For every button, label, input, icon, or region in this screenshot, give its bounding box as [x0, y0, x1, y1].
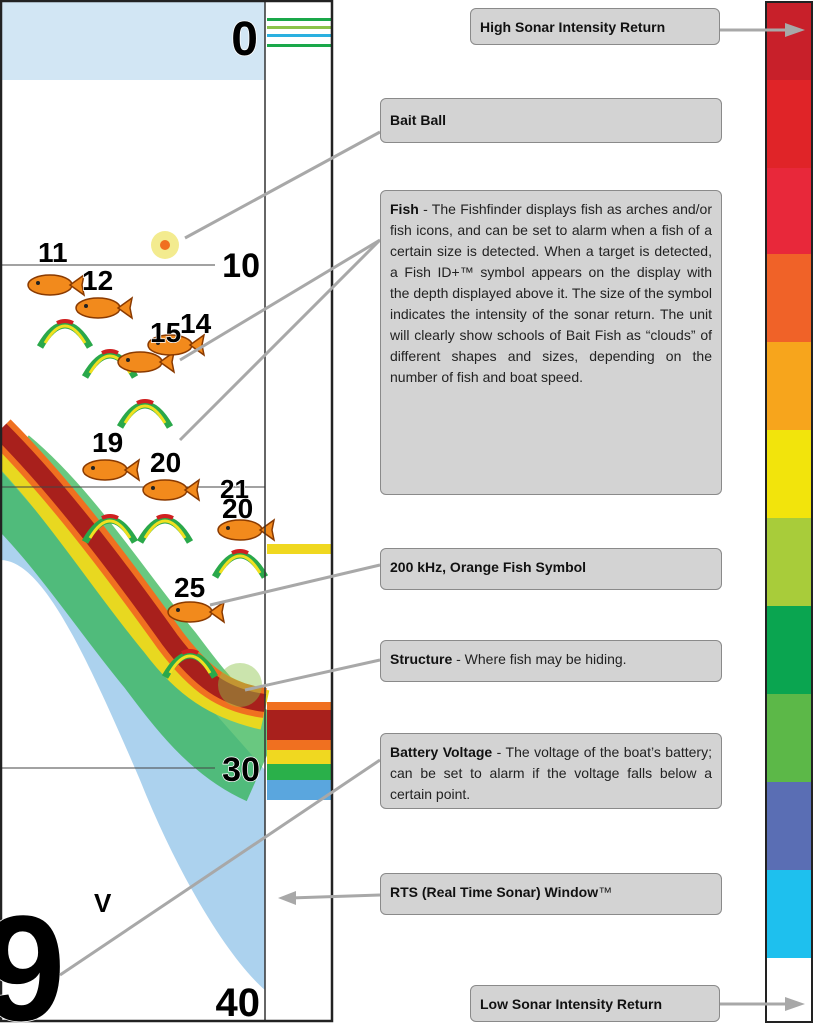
callout-title: Fish [390, 201, 419, 217]
depth-label: 40 [216, 981, 261, 1025]
callout: Low Sonar Intensity Return [470, 985, 720, 1022]
callout: Battery Voltage - The voltage of the boa… [380, 733, 722, 809]
fish-label: 14 [180, 308, 212, 339]
callout-title: Battery Voltage [390, 744, 493, 760]
callout-title: Structure [390, 651, 453, 667]
callout-text: - The Fishfinder displays fish as arches… [390, 201, 712, 385]
callout: Fish - The Fishfinder displays fish as a… [380, 190, 722, 495]
battery-value: 9 [0, 884, 65, 1026]
sonar-screen: 0 10 30 40 11 12 15 14 19 20 21 20 25 9 … [0, 0, 334, 1026]
fish-label: 20 [150, 447, 181, 478]
callout: Bait Ball [380, 98, 722, 143]
callout: Structure - Where fish may be hiding. [380, 640, 722, 682]
fish-label: 15 [150, 317, 181, 348]
callout: RTS (Real Time Sonar) Window™ [380, 873, 722, 915]
fish-label: 20 [222, 493, 253, 524]
callout-text: ™ [598, 884, 613, 900]
callout-text: - The voltage of the boat’s battery; can… [390, 744, 712, 802]
battery-unit: V [94, 888, 112, 918]
callout-title: Low Sonar Intensity Return [480, 996, 663, 1012]
fish-label: 11 [38, 237, 68, 268]
callout-text: - Where fish may be hiding. [452, 651, 627, 667]
depth-label: 0 [231, 13, 258, 66]
callout-title: Bait Ball [390, 112, 447, 128]
fish-label: 12 [82, 265, 113, 296]
depth-label: 30 [222, 751, 260, 789]
fish-label: 19 [92, 427, 123, 458]
fish-label: 25 [174, 572, 205, 603]
callout-title: RTS (Real Time Sonar) Window [390, 884, 599, 900]
depth-label: 10 [222, 247, 260, 285]
arrows [59, 23, 805, 1011]
callout: 200 kHz, Orange Fish Symbol [380, 548, 722, 590]
intensity-bar [765, 1, 813, 1023]
fish-label: 21 [220, 474, 249, 504]
callout-title: 200 kHz, Orange Fish Symbol [390, 559, 587, 575]
callout-title: High Sonar Intensity Return [480, 19, 666, 35]
callout: High Sonar Intensity Return [470, 8, 720, 45]
